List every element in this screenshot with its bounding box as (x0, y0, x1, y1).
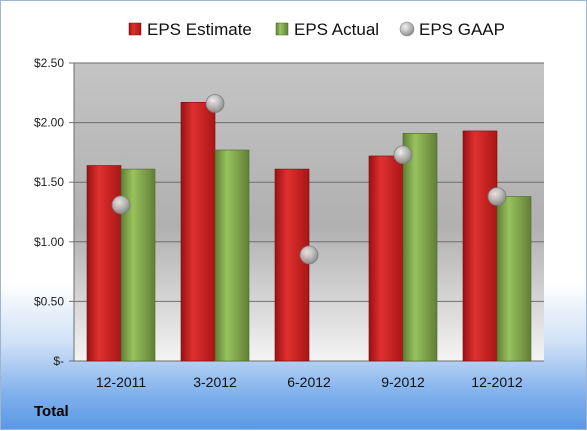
eps-gaap-point (393, 145, 413, 165)
eps-estimate-bar (86, 165, 122, 362)
eps-gaap-legend-marker (399, 21, 415, 37)
x-tick-label: 12-2011 (96, 374, 147, 390)
y-tick-label: $1.50 (34, 175, 64, 189)
eps-estimate-bar (462, 130, 498, 362)
eps-actual-bar (402, 133, 438, 362)
legend: EPS Estimate EPS Actual EPS GAAP (128, 20, 505, 39)
x-tick-label: 3-2012 (193, 374, 237, 390)
y-tick-label: $0.50 (34, 294, 64, 308)
eps-gaap-point (205, 94, 225, 113)
eps-actual-bar (496, 196, 532, 362)
total-label: Total (34, 403, 69, 420)
x-tick-label: 12-2012 (471, 374, 523, 390)
x-tick-label: 6-2012 (287, 374, 331, 390)
y-tick-label: $- (53, 354, 64, 368)
eps-estimate-legend-marker (128, 22, 142, 36)
eps-gaap-point (299, 245, 319, 265)
eps-actual-legend-marker (275, 22, 289, 36)
eps-actual-legend-label: EPS Actual (294, 20, 379, 39)
y-tick-label: $2.00 (34, 116, 64, 130)
x-tick-label: 9-2012 (381, 374, 425, 390)
eps-estimate-bar (180, 102, 216, 362)
eps-estimate-bar (368, 155, 404, 362)
eps-gaap-legend-label: EPS GAAP (419, 20, 505, 39)
y-tick-label: $1.00 (34, 235, 64, 249)
eps-estimate-bar (274, 168, 310, 362)
eps-actual-bar (214, 149, 250, 362)
eps-estimate-legend-label: EPS Estimate (147, 20, 252, 39)
y-tick-label: $2.50 (34, 56, 64, 70)
eps-gaap-point (487, 187, 507, 206)
eps-gaap-point (111, 195, 131, 215)
